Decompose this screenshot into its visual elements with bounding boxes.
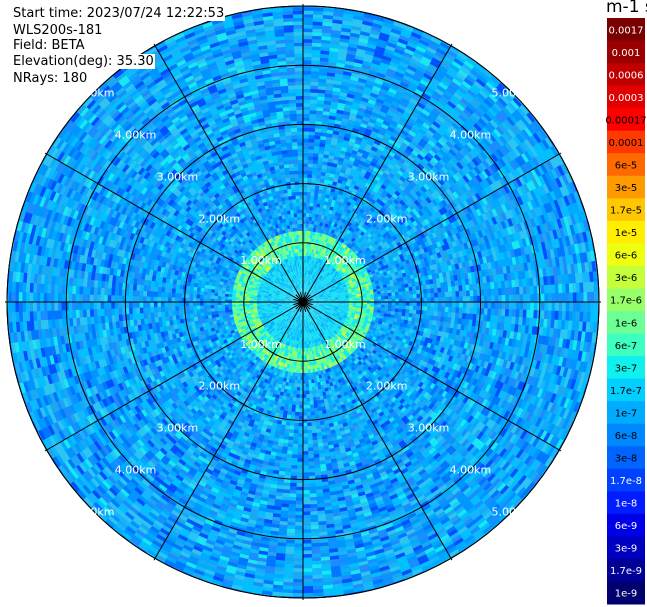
colorbar-segment — [607, 468, 645, 492]
colorbar-segment — [607, 536, 645, 560]
range-ring-label: 3.00km — [157, 170, 199, 183]
colorbar-tick-label: 1e-7 — [615, 408, 638, 419]
colorbar-segment — [607, 378, 645, 402]
colorbar-tick-label: 1e-9 — [615, 589, 638, 600]
colorbar-tick-label: 1.7e-5 — [610, 206, 642, 217]
colorbar-tick-label: 6e-6 — [615, 251, 638, 262]
colorbar-segment — [607, 288, 645, 312]
colorbar-segment — [607, 491, 645, 515]
range-ring-label: 4.00km — [450, 129, 492, 142]
colorbar-segment — [607, 581, 645, 605]
range-ring-label: 2.00km — [199, 380, 241, 393]
range-ring-label: 5.00km — [73, 505, 115, 518]
colorbar-tick-label: 1.7e-8 — [610, 476, 642, 487]
device-label: WLS200s-181 — [12, 23, 104, 38]
range-ring-label: 5.00km — [73, 87, 115, 100]
range-ring-label: 1.00km — [324, 338, 366, 351]
colorbar-tick-label: 3e-8 — [615, 454, 638, 465]
spoke-330deg — [153, 43, 304, 303]
colorbar-segment — [607, 243, 645, 267]
range-ring-labels: 1.00km 1.00km 1.00km 1.00km 2.00km 2.00km 2.00… — [73, 87, 533, 519]
colorbar-tick-label: 0.0003 — [609, 93, 644, 104]
colorbar-segment — [607, 130, 645, 154]
colorbar-segment — [607, 558, 645, 582]
range-ring-label: 4.00km — [115, 129, 157, 142]
range-ring-label: 2.00km — [199, 212, 241, 225]
colorbar-tick-label: 1.7e-6 — [610, 296, 642, 307]
field-label: Field: BETA — [12, 38, 86, 53]
range-ring-label: 4.00km — [450, 463, 492, 476]
colorbar-unit-label: m-1 sr-1 — [606, 0, 647, 17]
colorbar-segment — [607, 265, 645, 289]
colorbar-tick-label: 3e-5 — [615, 183, 638, 194]
colorbar-segment — [607, 401, 645, 425]
spoke-150deg — [302, 301, 453, 561]
range-ring-label: 4.00km — [115, 463, 157, 476]
colorbar-segment — [607, 356, 645, 380]
colorbar-segment — [607, 108, 645, 132]
colorbar-segment — [607, 85, 645, 109]
colorbar-segment — [607, 513, 645, 537]
colorbar-segment — [607, 198, 645, 222]
colorbar-segment — [607, 18, 645, 41]
spoke-120deg — [302, 301, 562, 452]
spoke-300deg — [44, 152, 304, 303]
range-ring-label: 5.00km — [492, 87, 534, 100]
range-ring-label: 2.00km — [366, 380, 408, 393]
start-time-label: Start time: 2023/07/24 12:22:53 — [12, 6, 226, 21]
colorbar-tick-label: 1.7e-7 — [610, 386, 642, 397]
colorbar-tick-label: 0.0001 — [609, 138, 644, 149]
range-ring-label: 3.00km — [157, 422, 199, 435]
colorbar-segment — [607, 446, 645, 470]
colorbar-tick-label: 0.0017 — [609, 25, 644, 36]
colorbar-segment — [607, 220, 645, 244]
colorbar-tick-label: 3e-9 — [615, 544, 638, 555]
spoke-240deg — [44, 301, 304, 452]
colorbar: 0.0017 0.001 0.0006 0.0003 0.00017 0.0001 6e-5… — [605, 18, 647, 605]
colorbar-segment — [607, 333, 645, 357]
elevation-label: Elevation(deg): 35.30 — [12, 54, 155, 69]
range-ring-label: 2.00km — [366, 212, 408, 225]
spoke-210deg — [153, 301, 304, 561]
colorbar-segment — [607, 423, 645, 447]
colorbar-tick-label: 0.00017 — [605, 115, 646, 126]
spoke-60deg — [302, 152, 562, 303]
colorbar-tick-label: 6e-9 — [615, 521, 638, 532]
spoke-30deg — [302, 43, 453, 303]
nrays-label: NRays: 180 — [12, 71, 89, 86]
range-ring-label: 5.00km — [492, 505, 534, 518]
colorbar-segment — [607, 40, 645, 64]
colorbar-tick-label: 0.001 — [612, 48, 641, 59]
colorbar-tick-label: 3e-6 — [615, 273, 638, 284]
colorbar-segment — [607, 175, 645, 199]
range-ring-label: 3.00km — [408, 170, 450, 183]
colorbar-segment — [607, 311, 645, 334]
colorbar-tick-label: 0.0006 — [609, 70, 644, 81]
colorbar-tick-label: 1e-5 — [615, 228, 638, 239]
azimuth-spokes — [5, 4, 601, 600]
range-ring-label: 1.00km — [324, 254, 366, 267]
colorbar-tick-label: 6e-7 — [615, 341, 638, 352]
colorbar-tick-label: 6e-8 — [615, 431, 638, 442]
range-ring-label: 3.00km — [408, 422, 450, 435]
colorbar-tick-label: 1e-6 — [615, 318, 638, 329]
colorbar-tick-label: 1.7e-9 — [610, 566, 642, 577]
range-ring-label: 1.00km — [240, 338, 282, 351]
colorbar-segment — [607, 63, 645, 87]
origin-ray — [299, 292, 304, 303]
colorbar-tick-label: 1e-8 — [615, 499, 638, 510]
colorbar-tick-label: 6e-5 — [615, 161, 638, 172]
colorbar-segment — [607, 153, 645, 177]
range-ring-label: 1.00km — [240, 254, 282, 267]
colorbar-tick-label: 3e-7 — [615, 363, 638, 374]
